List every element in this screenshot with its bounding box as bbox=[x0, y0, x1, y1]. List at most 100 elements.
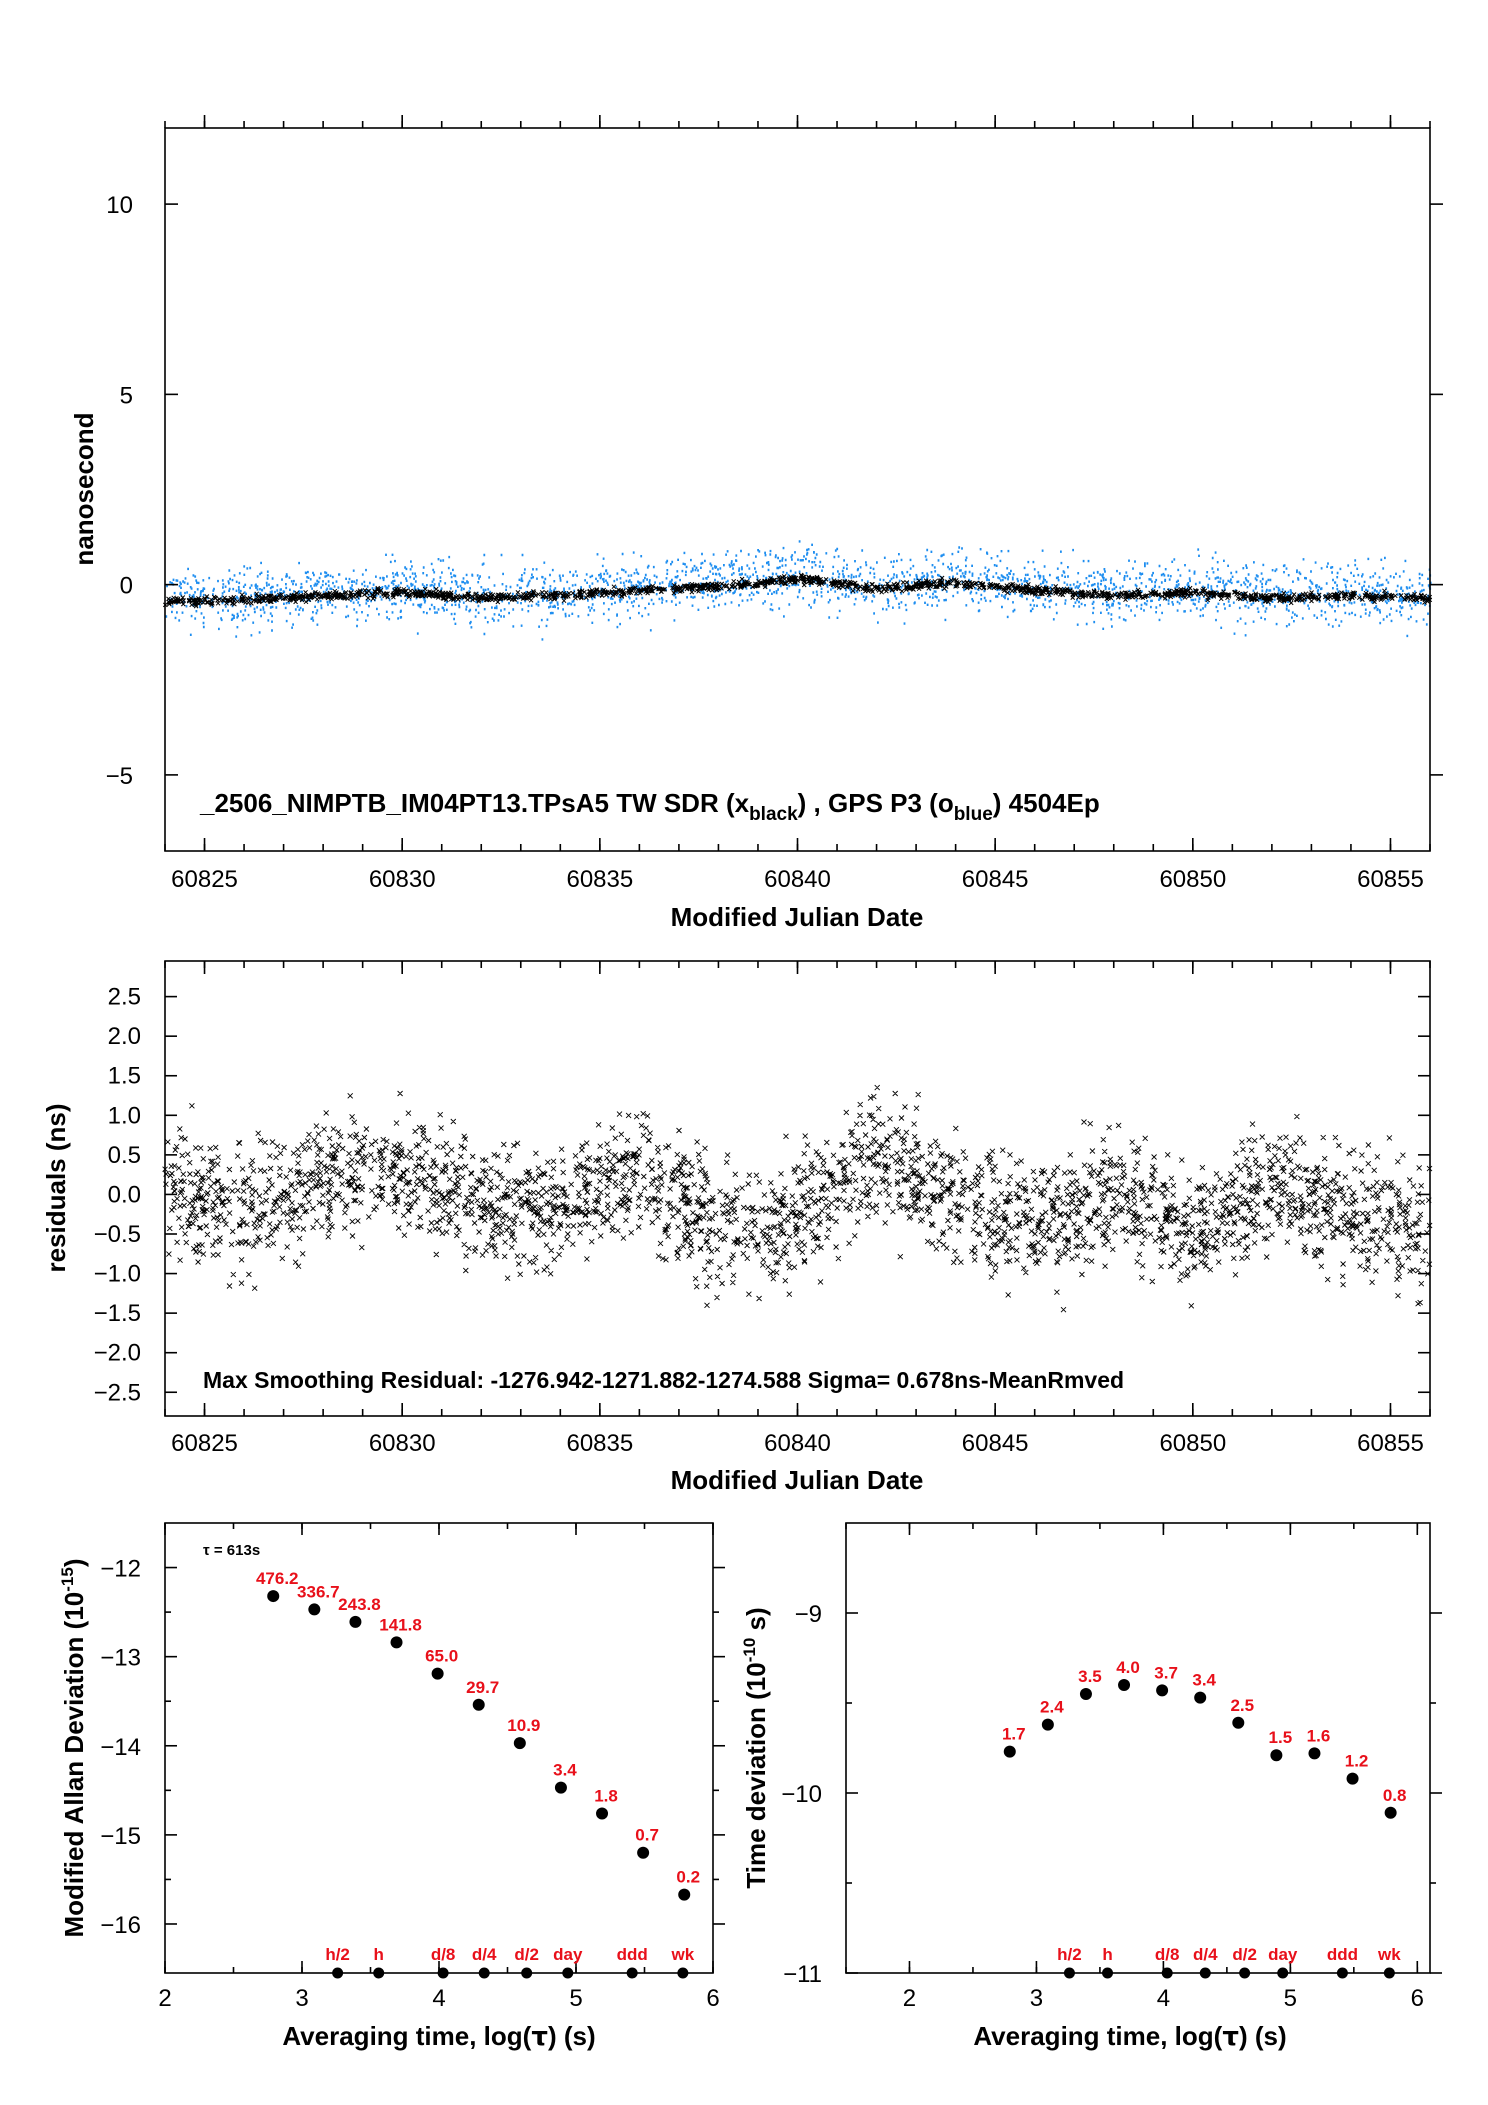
mdev-x-label-end: ) (s) bbox=[548, 2021, 596, 2051]
tdev-x-label-main: Averaging time, log( bbox=[973, 2021, 1222, 2051]
tdev-y-label-main: Time deviation (10 bbox=[741, 1662, 771, 1888]
x-tick-label: 60840 bbox=[764, 866, 831, 893]
residual-points bbox=[162, 1084, 1433, 1313]
tdev-point bbox=[1194, 1691, 1207, 1704]
gps-p3-series bbox=[165, 540, 1432, 641]
tdev-time-marker-label: d/8 bbox=[1155, 1945, 1180, 1964]
mdev-x-tick-label: 4 bbox=[432, 1985, 445, 2012]
x-tick-label: 60835 bbox=[566, 866, 633, 893]
tdev-point-label: 1.7 bbox=[1002, 1725, 1026, 1744]
tdev-x-tick-label: 3 bbox=[1030, 1985, 1043, 2012]
tdev-time-marker-label: d/2 bbox=[1232, 1945, 1257, 1964]
x-tick-label: 60830 bbox=[369, 1430, 436, 1457]
mdev-point bbox=[596, 1807, 609, 1820]
tdev-time-marker bbox=[1277, 1967, 1289, 1979]
tdev-point-label: 3.4 bbox=[1192, 1671, 1216, 1690]
tdev-time-marker-label: wk bbox=[1377, 1945, 1401, 1964]
tdev-y-tick-label: −11 bbox=[783, 1961, 822, 1988]
mdev-time-marker bbox=[373, 1967, 385, 1979]
tdev-x-tick-label: 5 bbox=[1284, 1985, 1297, 2012]
x-tick-label: 60845 bbox=[962, 1430, 1029, 1457]
mdev-x-tick-label: 5 bbox=[569, 1985, 582, 2012]
mdev-point bbox=[267, 1590, 280, 1603]
tdev-y-label-end: s) bbox=[741, 1607, 771, 1637]
y-tick-label: 2.0 bbox=[108, 1023, 141, 1050]
tdev-x-tick-label: 4 bbox=[1157, 1985, 1170, 2012]
mdev-point bbox=[308, 1603, 321, 1616]
panel-mdev: 2 3 4 5 6 −12 −13 −14 −15 −16 476.2336.7243.8141.… bbox=[58, 1522, 725, 2052]
y-tick-label: 0.0 bbox=[108, 1181, 141, 1208]
mdev-x-tick-label: 2 bbox=[158, 1985, 171, 2012]
mdev-point-label: 141.8 bbox=[379, 1615, 422, 1634]
time-series-frame bbox=[164, 127, 1431, 852]
mdev-point-label: 1.8 bbox=[594, 1786, 618, 1805]
mdev-time-marker-label: d/4 bbox=[472, 1945, 497, 1964]
mdev-y-tick-label: −12 bbox=[100, 1556, 141, 1583]
panel-tdev: 2 3 4 5 6−9−10−11 1.72.43.5 4.0 3.7 3.42.51.5 1.… bbox=[740, 1522, 1442, 2052]
residuals-annotation: Max Smoothing Residual: -1276.942-1271.8… bbox=[203, 1367, 1124, 1393]
time-series-x-label: Modified Julian Date bbox=[671, 902, 924, 932]
time-series-annotation: _2506_NIMPTB_IM04PT13.TPsA5 TW SDR (xbla… bbox=[199, 788, 1100, 825]
tdev-x-label-end: ) (s) bbox=[1239, 2021, 1287, 2051]
mdev-time-marker bbox=[437, 1967, 449, 1979]
annotation-mid: ) , GPS P3 (o bbox=[798, 788, 954, 818]
tdev-point bbox=[1384, 1806, 1397, 1819]
mdev-y-tick-label: −13 bbox=[100, 1645, 141, 1672]
mdev-point-label: 243.8 bbox=[338, 1595, 381, 1614]
tdev-frame bbox=[845, 1522, 1431, 1974]
mdev-point-label: 0.7 bbox=[635, 1826, 659, 1845]
annotation-sub-blue: blue bbox=[954, 804, 993, 825]
y-tick-label: 1.5 bbox=[108, 1063, 141, 1090]
tdev-time-marker-label: h/2 bbox=[1057, 1945, 1082, 1964]
mdev-x-label: Averaging time, log(τ) (s) bbox=[282, 2021, 595, 2052]
mdev-point bbox=[678, 1888, 691, 1901]
residuals-y-label: residuals (ns) bbox=[41, 1103, 71, 1272]
tdev-point-label: 4.0 bbox=[1116, 1658, 1140, 1677]
y-tick-label: −1.0 bbox=[94, 1261, 141, 1288]
tdev-point bbox=[1156, 1684, 1169, 1697]
mdev-point-label: 10.9 bbox=[507, 1716, 540, 1735]
mdev-y-label-exp: -15 bbox=[58, 1567, 77, 1592]
mdev-point-label: 29.7 bbox=[466, 1678, 499, 1697]
mdev-time-marker bbox=[521, 1967, 533, 1979]
tdev-y-tick-label: −9 bbox=[795, 1601, 822, 1628]
y-tick-label: −0.5 bbox=[94, 1221, 141, 1248]
tdev-point bbox=[1003, 1745, 1016, 1758]
tdev-points: 1.7 2.4 3.5 4.0 3.7 3.4 2.5 1.5 1.6 1.2 0.8 h/2 h d/8… bbox=[1002, 1658, 1406, 1979]
y-tick-label: 5 bbox=[120, 382, 133, 409]
tdev-y-label-exp: -10 bbox=[740, 1638, 759, 1663]
mdev-time-marker-label: wk bbox=[671, 1945, 695, 1964]
mdev-time-marker bbox=[677, 1967, 689, 1979]
mdev-point-label: 476.2 bbox=[256, 1569, 299, 1588]
mdev-y-tick-label: −15 bbox=[100, 1823, 141, 1850]
y-tick-label: −2.0 bbox=[94, 1340, 141, 1367]
panel-time-series: 60825 60830 60835 60840 60845 60850 60855 −5 0 5 1… bbox=[69, 115, 1443, 932]
panel-residuals: 60825 60830 60835 60840 60845 60850 60855 2.5 2.… bbox=[41, 960, 1433, 1495]
y-tick-label: 0 bbox=[120, 573, 133, 600]
mdev-x-tick-label: 3 bbox=[295, 1985, 308, 2012]
tdev-time-marker-label: h bbox=[1102, 1945, 1112, 1964]
tdev-time-marker-label: day bbox=[1268, 1945, 1298, 1964]
residuals-ticks: 60825 60830 60835 60840 60845 60850 60855 2.5 2.… bbox=[94, 961, 1431, 1457]
mdev-point-label: 336.7 bbox=[297, 1582, 340, 1601]
mdev-y-tick-label: −14 bbox=[100, 1734, 141, 1761]
mdev-time-marker bbox=[478, 1967, 490, 1979]
mdev-point bbox=[637, 1846, 650, 1859]
mdev-time-marker bbox=[332, 1967, 344, 1979]
x-tick-label: 60825 bbox=[171, 1430, 238, 1457]
tdev-time-marker bbox=[1336, 1967, 1348, 1979]
x-tick-label: 60855 bbox=[1357, 866, 1424, 893]
mdev-time-marker bbox=[626, 1967, 638, 1979]
mdev-time-marker-label: h/2 bbox=[325, 1945, 350, 1964]
mdev-point-label: 3.4 bbox=[553, 1761, 577, 1780]
mdev-x-tick-label: 6 bbox=[706, 1985, 719, 2012]
tdev-ticks: 2 3 4 5 6 −9 −10 −11 bbox=[781, 1523, 1442, 2012]
residual-series bbox=[162, 1084, 1433, 1313]
x-tick-label: 60850 bbox=[1159, 866, 1226, 893]
x-tick-label: 60840 bbox=[764, 1430, 831, 1457]
y-tick-label: −2.5 bbox=[94, 1379, 141, 1406]
mdev-ticks: 2 3 4 5 6 −12 −13 −14 −15 −16 bbox=[100, 1523, 725, 2012]
residuals-x-label: Modified Julian Date bbox=[671, 1465, 924, 1495]
mdev-point bbox=[513, 1737, 526, 1750]
tdev-point bbox=[1270, 1749, 1283, 1762]
